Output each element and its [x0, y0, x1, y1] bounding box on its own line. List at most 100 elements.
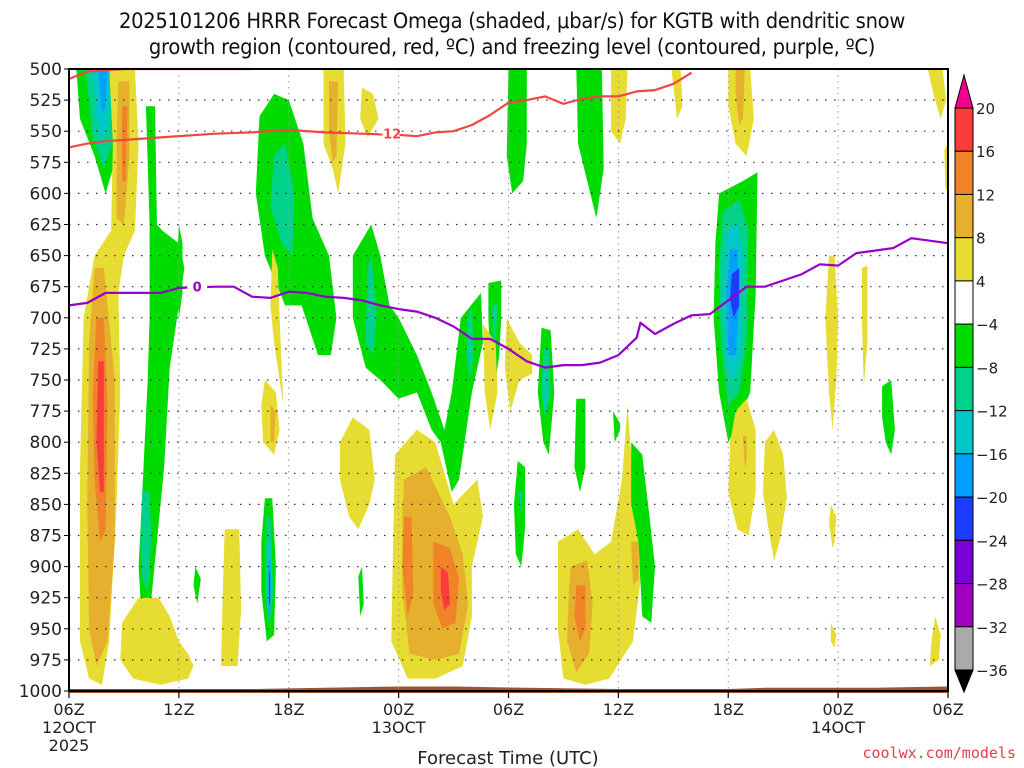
- omega-region-y1: [829, 504, 837, 548]
- x-tick-label: 12Z: [163, 700, 194, 719]
- omega-region-y1: [825, 255, 839, 430]
- x-tick-label: 06Z: [53, 700, 84, 719]
- omega-region-y3: [574, 585, 586, 642]
- omega-region-y1: [929, 616, 941, 667]
- omega-region-g1: [612, 411, 621, 443]
- colorbar-label: −12: [976, 403, 1008, 421]
- colorbar-box: [954, 323, 974, 368]
- freezing-level-line-label: 0: [193, 281, 202, 296]
- y-tick-label: 800: [30, 433, 62, 453]
- y-tick-label: 675: [30, 278, 62, 298]
- omega-region-g2: [365, 255, 377, 356]
- x-tick-label: 06Z: [932, 700, 963, 719]
- colorbar-label: 8: [976, 230, 986, 248]
- colorbar-box: [954, 410, 974, 455]
- colorbar-label: −28: [976, 576, 1008, 594]
- colorbar-box: [954, 453, 974, 498]
- omega-region-g1: [631, 442, 655, 623]
- omega-region-g3: [519, 492, 523, 517]
- colorbar-box: [954, 237, 974, 282]
- y-tick-label: 500: [30, 60, 62, 80]
- colorbar-label: 16: [976, 143, 995, 161]
- dgz-contour-line-label-bg: [379, 126, 400, 141]
- omega-region-g2: [140, 492, 152, 592]
- colorbar-label: 12: [976, 186, 995, 204]
- y-tick-label: 900: [30, 558, 62, 578]
- omega-region-y4: [96, 361, 104, 492]
- y-tick-label: 600: [30, 184, 62, 204]
- freezing-level-line-label-bg: [187, 279, 208, 294]
- colorbar-label: −32: [976, 619, 1008, 637]
- colorbar-box: [954, 193, 974, 239]
- dgz-contour-line-label: -12: [378, 128, 402, 143]
- y-tick-label: 750: [30, 371, 62, 391]
- colorbar-label: −16: [976, 446, 1008, 464]
- omega-region-g5: [730, 268, 740, 318]
- colorbar-box: [954, 150, 974, 195]
- omega-region-g1: [352, 224, 483, 492]
- x-axis-label: Forecast Time (UTC): [417, 748, 598, 768]
- omega-region-y2: [631, 541, 639, 586]
- omega-region-g1: [576, 69, 604, 219]
- y-tick-label: 1000: [19, 682, 62, 702]
- x-tick-label: 06Z: [493, 700, 524, 719]
- omega-region-y2: [735, 69, 745, 125]
- omega-region-y1: [504, 317, 533, 412]
- omega-region-g2: [466, 305, 474, 380]
- x-tick-date-label: 13OCT: [372, 718, 426, 737]
- omega-region-y1: [728, 398, 756, 536]
- credit-link[interactable]: coolwx.com/models: [862, 744, 1016, 762]
- colorbar-box: [954, 539, 974, 585]
- colorbar-label: −36: [976, 662, 1008, 680]
- omega-region-g1: [193, 566, 201, 604]
- x-tick-label: 12Z: [603, 700, 634, 719]
- colorbar-label: −20: [976, 489, 1008, 507]
- omega-region-y1: [360, 87, 379, 138]
- colorbar-label: −8: [976, 359, 998, 377]
- y-tick-label: 850: [30, 495, 62, 515]
- x-tick-label: 18Z: [713, 700, 744, 719]
- chart-title-line1: 2025101206 HRRR Forecast Omega (shaded, …: [118, 9, 906, 33]
- y-tick-label: 825: [30, 464, 62, 484]
- y-tick-label: 775: [30, 402, 62, 422]
- colorbar-top-extension: [954, 73, 974, 109]
- chart-title: 2025101206 HRRR Forecast Omega (shaded, …: [36, 8, 988, 60]
- colorbar-box: [954, 626, 974, 671]
- y-tick-label: 975: [30, 651, 62, 671]
- colorbar-box: [954, 583, 974, 628]
- colorbar-label: 4: [976, 273, 986, 291]
- omega-region-g1: [138, 106, 185, 629]
- freezing-level-line: [68, 237, 949, 369]
- colorbar: 20 16 12 8 4 −4 −8 −12 −16 −20 −24 −28 −32 −36: [954, 73, 1008, 694]
- colorbar-box: [954, 366, 974, 412]
- colorbar-label: 20: [976, 100, 995, 118]
- omega-region-g3: [545, 373, 548, 412]
- dgz-contour-line: [68, 71, 693, 149]
- omega-region-y2: [742, 436, 747, 468]
- y-tick-label: 625: [30, 216, 62, 236]
- omega-region-g1: [176, 224, 183, 318]
- omega-region-y1: [763, 429, 787, 561]
- colorbar-label: −24: [976, 532, 1008, 550]
- omega-region-y1: [861, 265, 868, 387]
- omega-region-g1: [574, 398, 586, 492]
- colorbar-bottom-extension: [954, 669, 974, 694]
- x-tick-label: 18Z: [273, 700, 304, 719]
- x-tick-date-label: 2025: [49, 736, 90, 755]
- omega-region-y1: [671, 69, 683, 119]
- omega-shading: [76, 69, 948, 685]
- omega-region-g5: [269, 572, 271, 604]
- omega-region-y1: [927, 69, 947, 119]
- omega-region-y1: [270, 249, 284, 405]
- chart-title-line2: growth region (contoured, red, ºC) and f…: [148, 35, 876, 59]
- y-axis: 500 525 550 575 600 625 650 675 700 725 750 775 800 8…: [19, 60, 69, 702]
- colorbar-box: [954, 496, 974, 541]
- y-tick-label: 550: [30, 122, 62, 142]
- omega-region-g4: [98, 69, 108, 113]
- omega-region-y4: [440, 566, 450, 611]
- y-tick-label: 650: [30, 247, 62, 267]
- x-tick-date-label: 12OCT: [42, 718, 96, 737]
- y-tick-label: 725: [30, 340, 62, 360]
